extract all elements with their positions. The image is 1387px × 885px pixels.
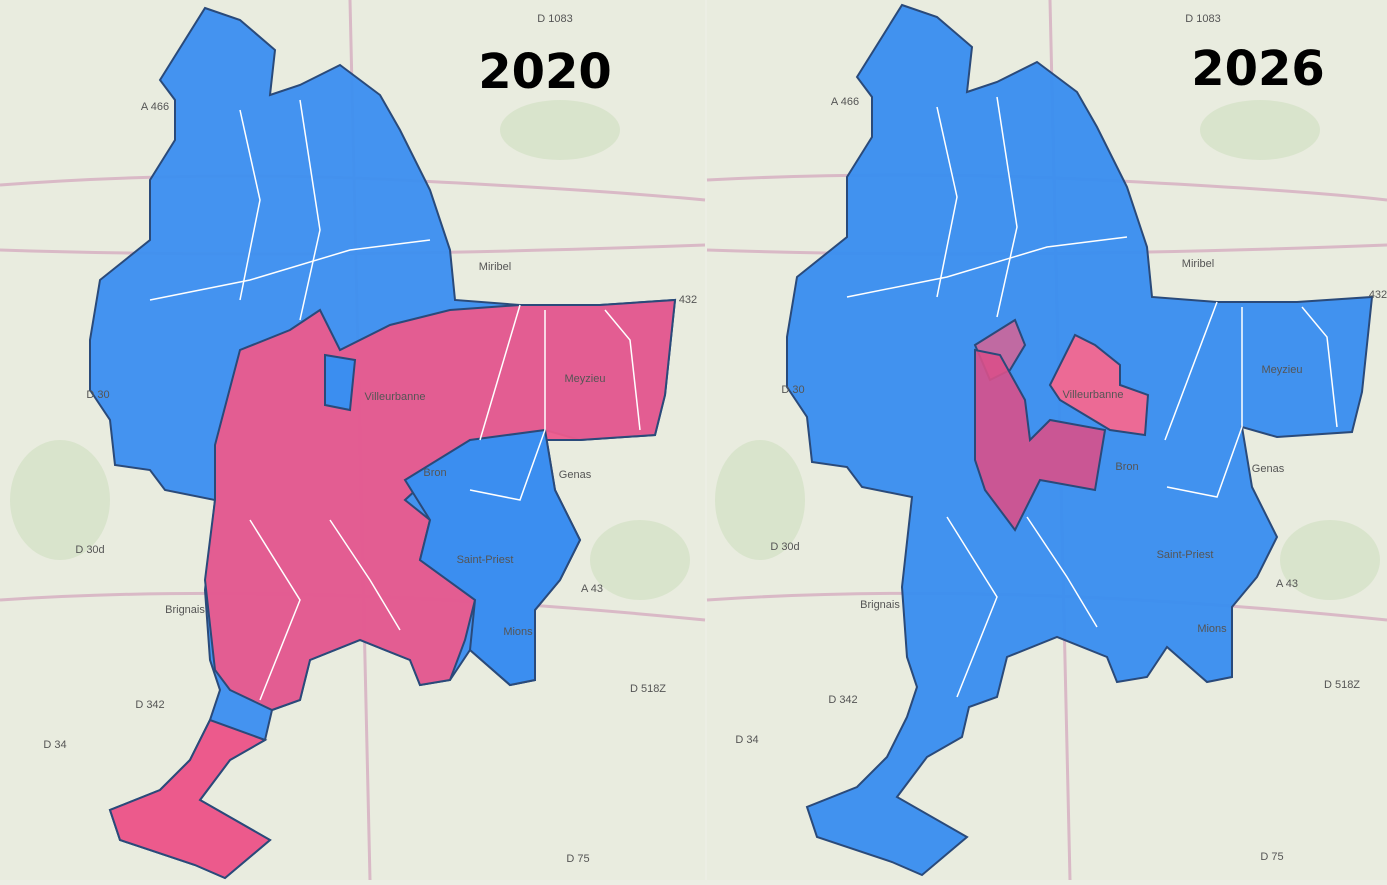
region-blue bbox=[403, 428, 582, 687]
place-label: Villeurbanne bbox=[365, 391, 426, 403]
place-label: Villeurbanne bbox=[1063, 389, 1124, 401]
place-label: Miribel bbox=[479, 261, 511, 273]
place-label: D 34 bbox=[735, 734, 758, 746]
boundaries bbox=[846, 96, 1338, 698]
place-label: D 1083 bbox=[537, 13, 572, 25]
place-label: D 34 bbox=[43, 739, 66, 751]
place-label: Miribel bbox=[1182, 258, 1214, 270]
region-pink bbox=[974, 348, 1107, 532]
map-title: 2020 bbox=[478, 44, 612, 100]
place-label: D 1083 bbox=[1185, 13, 1220, 25]
place-label: D 342 bbox=[828, 694, 857, 706]
place-label: D 75 bbox=[1260, 851, 1283, 863]
place-label: Meyzieu bbox=[565, 373, 606, 385]
map-title: 2026 bbox=[1191, 41, 1325, 97]
place-label: Bron bbox=[1115, 461, 1138, 473]
place-label: D 518Z bbox=[1324, 679, 1360, 691]
place-label: D 30 bbox=[86, 389, 109, 401]
place-label: Meyzieu bbox=[1262, 364, 1303, 376]
boundaries bbox=[149, 99, 641, 701]
place-label: D 342 bbox=[135, 699, 164, 711]
map-2020 bbox=[89, 7, 677, 880]
place-label: 432 bbox=[679, 294, 697, 306]
map-2026 bbox=[786, 4, 1373, 876]
region-pink bbox=[108, 718, 272, 880]
region-blue bbox=[324, 353, 357, 412]
place-labels: D 1083 A 466 Miribel Genas Brignais D 30 D 30d… bbox=[43, 13, 1387, 865]
place-label: A 43 bbox=[581, 583, 603, 595]
place-label: 432 bbox=[1369, 289, 1387, 301]
place-label: Bron bbox=[423, 467, 446, 479]
place-label: A 466 bbox=[141, 101, 169, 113]
place-label: D 518Z bbox=[630, 683, 666, 695]
vegetation bbox=[10, 100, 1380, 600]
place-label: Saint-Priest bbox=[457, 554, 514, 566]
place-label: D 30d bbox=[770, 541, 799, 553]
place-label: D 30 bbox=[781, 384, 804, 396]
place-label: Saint-Priest bbox=[1157, 549, 1214, 561]
place-label: A 43 bbox=[1276, 578, 1298, 590]
place-label: Mions bbox=[1197, 623, 1227, 635]
place-label: D 30d bbox=[75, 544, 104, 556]
place-label: Genas bbox=[559, 469, 592, 481]
place-label: Brignais bbox=[165, 604, 205, 616]
place-label: A 466 bbox=[831, 96, 859, 108]
region-pink bbox=[1048, 333, 1150, 437]
place-label: Genas bbox=[1252, 463, 1285, 475]
place-label: Brignais bbox=[860, 599, 900, 611]
place-label: Mions bbox=[503, 626, 533, 638]
place-label: D 75 bbox=[566, 853, 589, 865]
